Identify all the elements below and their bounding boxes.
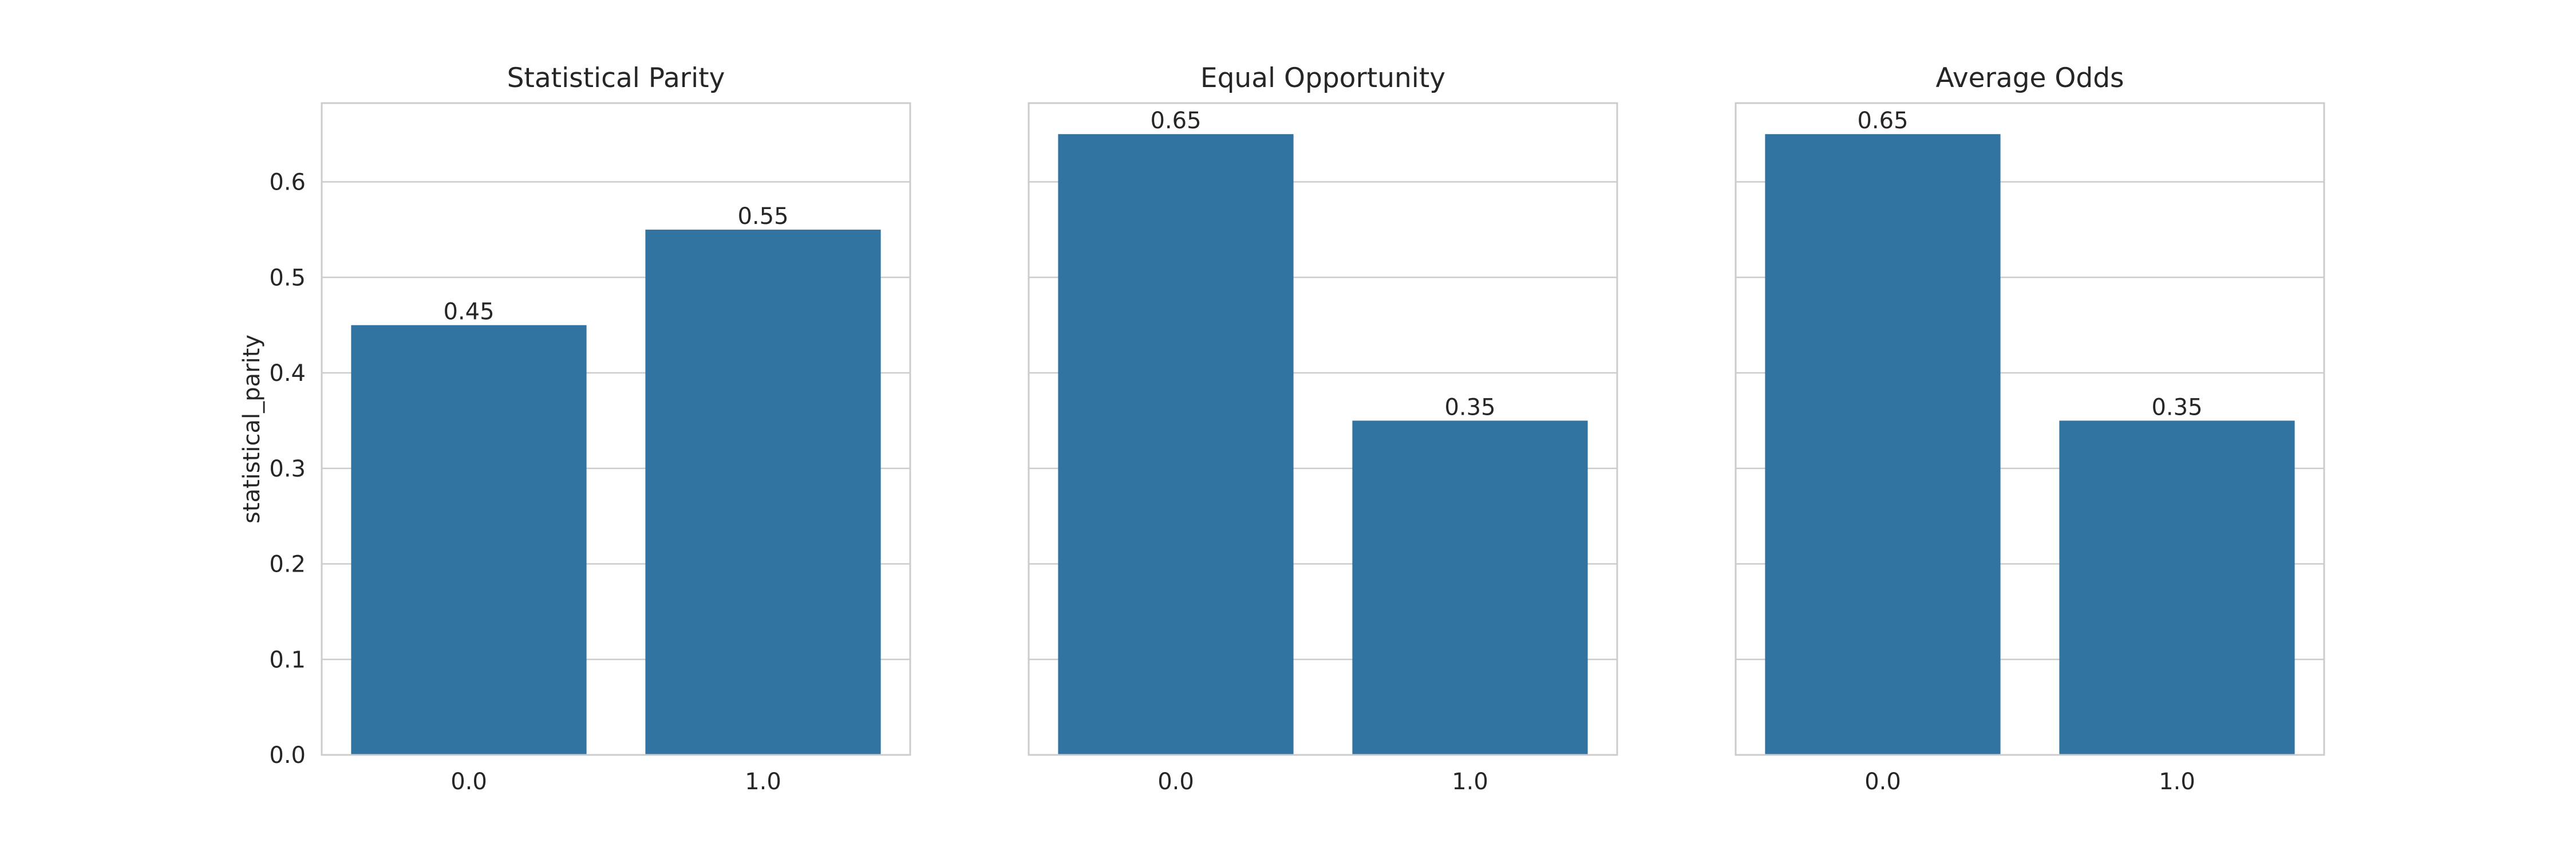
plot-frame-3 [1735, 102, 2325, 756]
data-label-3-1: 0.65 [1857, 108, 1908, 134]
x-tick-label-1-1: 0.0 [451, 769, 487, 795]
x-tick-label-2-2: 1.0 [1452, 769, 1488, 795]
chart-title-3: Average Odds [1935, 62, 2124, 94]
bar-2-2 [1352, 420, 1588, 755]
plot-frame-1 [321, 102, 911, 756]
bar-3-1 [1765, 134, 2001, 755]
y-tick-label-1-2: 0.1 [269, 647, 306, 673]
bar-2-1 [1058, 134, 1294, 755]
y-tick-label-1-1: 0.0 [269, 742, 306, 769]
data-label-1-2: 0.55 [737, 203, 788, 230]
x-tick-label-1-2: 1.0 [745, 769, 781, 795]
plot-frame-2 [1028, 102, 1618, 756]
data-label-3-2: 0.35 [2151, 394, 2202, 420]
data-label-1-1: 0.45 [443, 299, 494, 325]
bar-1-1 [351, 325, 587, 755]
y-tick-label-1-4: 0.3 [269, 456, 306, 482]
data-label-2-2: 0.35 [1444, 394, 1495, 420]
bar-3-2 [2059, 420, 2295, 755]
x-tick-label-2-1: 0.0 [1157, 769, 1194, 795]
y-tick-label-1-5: 0.4 [269, 360, 306, 387]
y-axis-label-1: statistical_parity [239, 334, 265, 524]
x-tick-label-3-2: 1.0 [2159, 769, 2195, 795]
y-tick-label-1-3: 0.2 [269, 552, 306, 578]
y-tick-label-1-7: 0.6 [269, 170, 306, 196]
data-label-2-1: 0.65 [1150, 108, 1201, 134]
chart-title-2: Equal Opportunity [1200, 62, 1445, 94]
y-tick-label-1-6: 0.5 [269, 265, 306, 291]
bar-1-2 [645, 229, 881, 755]
x-tick-label-3-1: 0.0 [1864, 769, 1901, 795]
chart-title-1: Statistical Parity [507, 62, 725, 94]
